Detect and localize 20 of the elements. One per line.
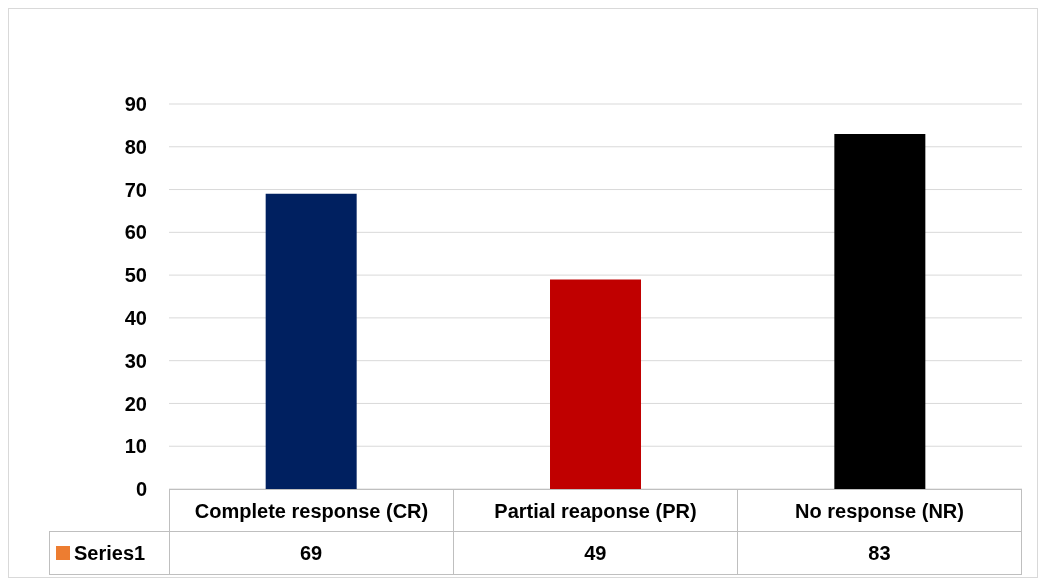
y-tick-label: 50 [124,264,147,287]
y-tick-label: 10 [124,435,147,458]
y-tick-label: 60 [124,221,147,244]
x-tick-label: No response (NR) [737,490,1022,532]
bar [834,133,926,489]
x-tick-label: Complete response (CR) [169,490,453,532]
y-tick-label: 30 [124,349,147,372]
data-label: 49 [452,532,737,574]
bar [265,193,357,489]
y-tick-label: 90 [124,93,147,116]
y-tick-label: 80 [124,135,147,158]
bar [550,279,642,489]
y-tick-label: 40 [124,306,147,329]
y-tick-label: 0 [135,478,147,501]
x-tick-label: Partial reaponse (PR) [453,490,737,532]
text: Series1 [49,532,169,574]
data-label: 83 [736,532,1022,574]
y-tick-label: 20 [124,392,147,415]
y-tick-label: 70 [124,178,147,201]
data-label: 69 [168,532,453,574]
